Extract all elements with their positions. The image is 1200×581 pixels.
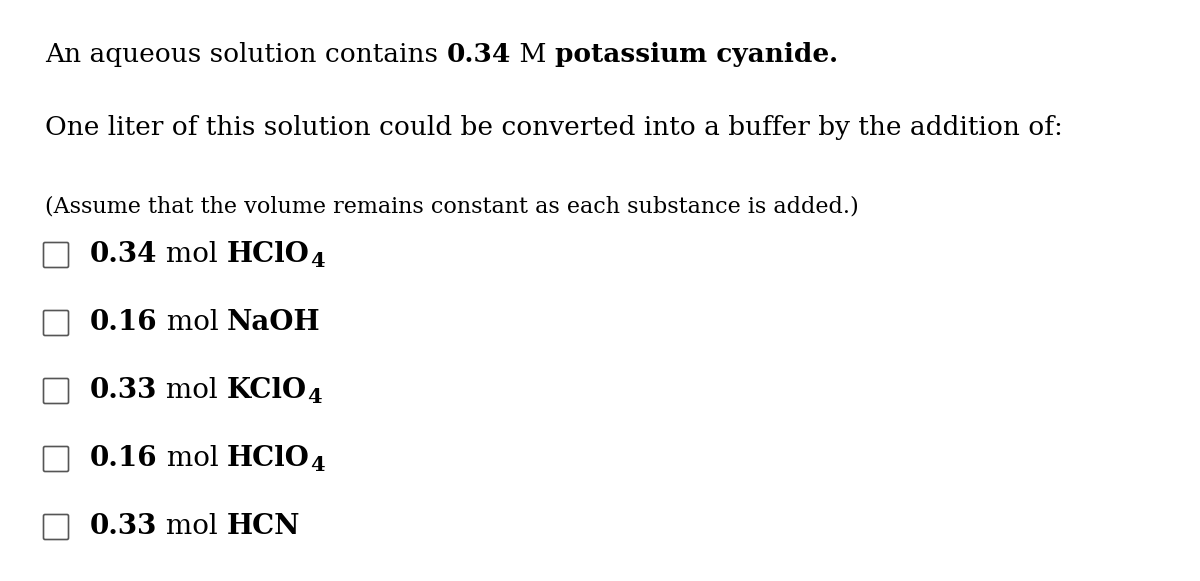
Text: mol: mol [157, 514, 227, 540]
Text: 0.34: 0.34 [446, 42, 511, 67]
Text: mol: mol [157, 378, 227, 404]
FancyBboxPatch shape [43, 242, 68, 267]
FancyBboxPatch shape [43, 515, 68, 540]
Text: One liter of this solution could be converted into a buffer by the addition of:: One liter of this solution could be conv… [46, 115, 1063, 140]
Text: HClO: HClO [227, 446, 310, 472]
Text: 4: 4 [307, 387, 322, 407]
Text: 0.33: 0.33 [90, 514, 157, 540]
Text: KClO: KClO [227, 378, 307, 404]
Text: NaOH: NaOH [227, 310, 320, 336]
Text: 0.33: 0.33 [90, 378, 157, 404]
FancyBboxPatch shape [43, 447, 68, 472]
Text: HClO: HClO [227, 242, 310, 268]
Text: An aqueous solution contains: An aqueous solution contains [46, 42, 446, 67]
Text: potassium cyanide: potassium cyanide [554, 42, 829, 67]
Text: 4: 4 [310, 455, 325, 475]
Text: HCN: HCN [227, 514, 300, 540]
Text: (Assume that the volume remains constant as each substance is added.): (Assume that the volume remains constant… [46, 195, 859, 217]
Text: 0.16: 0.16 [90, 310, 157, 336]
Text: mol: mol [157, 446, 227, 472]
FancyBboxPatch shape [43, 310, 68, 335]
Text: .: . [829, 42, 838, 67]
Text: 4: 4 [310, 251, 324, 271]
Text: mol: mol [157, 242, 227, 268]
Text: 0.34: 0.34 [90, 242, 157, 268]
Text: mol: mol [157, 310, 227, 336]
Text: 0.16: 0.16 [90, 446, 157, 472]
Text: M: M [511, 42, 554, 67]
FancyBboxPatch shape [43, 378, 68, 403]
